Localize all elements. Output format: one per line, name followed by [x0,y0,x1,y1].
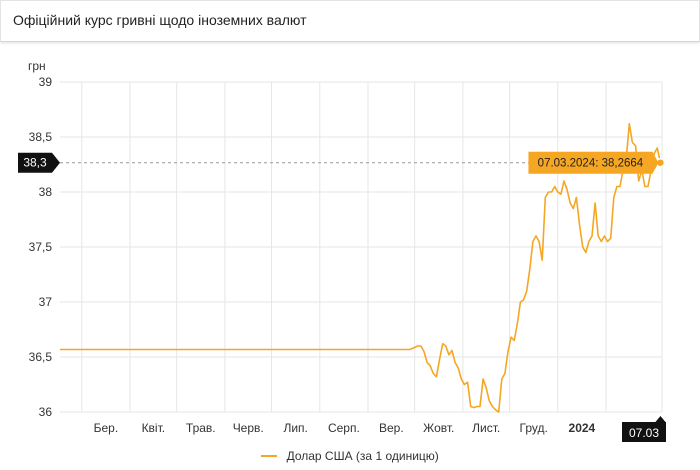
x-tick-label: 2024 [569,421,596,435]
y-tick-label: 37 [39,295,53,309]
crosshair-y-value: 38,3 [23,156,47,170]
x-tick-label: Груд. [520,421,548,435]
x-tick-label: Лип. [283,421,307,435]
y-tick-label: 36,5 [29,350,53,364]
chart-header: Офіційний курс гривні щодо іноземних вал… [0,0,700,42]
y-tick-label: 39 [39,75,53,89]
crosshair-x-badge [622,416,666,442]
legend-swatch [261,454,278,457]
y-tick-label: 38,5 [29,130,53,144]
chart-legend[interactable]: Долар США (за 1 одиницю) [0,449,700,463]
x-tick-label: Квіт. [142,421,166,435]
y-tick-label: 37,5 [29,240,53,254]
legend-label[interactable]: Долар США (за 1 одиницю) [286,449,439,463]
y-tick-label: 38 [39,185,53,199]
tooltip-box [528,151,659,174]
page-title: Офіційний курс гривні щодо іноземних вал… [13,12,307,28]
x-tick-label: Вер. [379,421,404,435]
x-tick-label: Трав. [186,421,216,435]
y-axis-label: грн [28,59,46,73]
crosshair-y-badge [18,152,60,173]
x-tick-label: Черв. [233,421,264,435]
x-tick-label: Серп. [328,421,360,435]
tooltip-text: 07.03.2024: 38,2664 [538,158,644,170]
y-tick-label: 36 [39,405,53,419]
series-line-usd[interactable] [60,123,662,413]
x-tick-label: Жовт. [423,421,454,435]
x-tick-label: Лист. [472,421,500,435]
x-tick-label: Бер. [94,421,119,435]
crosshair-x-value: 07.03 [629,426,659,440]
